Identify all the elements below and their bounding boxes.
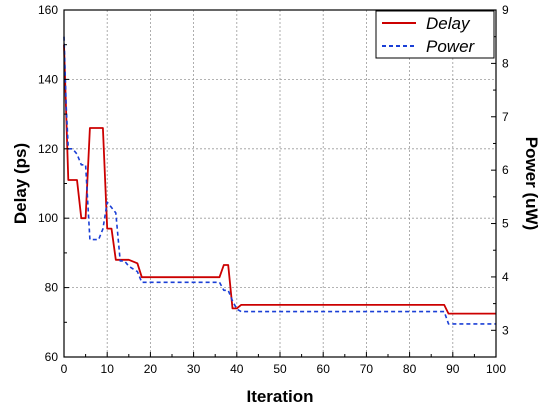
y-tick-label: 120 <box>38 142 58 156</box>
x-tick-label: 80 <box>403 362 417 376</box>
x-tick-label: 0 <box>61 362 68 376</box>
legend-box <box>375 10 495 59</box>
legend-label-delay: Delay <box>426 14 471 33</box>
y-tick-label: 60 <box>45 350 59 364</box>
series-layer <box>63 36 496 325</box>
y2-tick-label: 8 <box>502 56 509 70</box>
y2-tick-label: 9 <box>502 3 509 17</box>
y-axis-right-title: Power (uW) <box>522 137 541 231</box>
x-tick-label: 10 <box>101 362 115 376</box>
y-tick-label: 100 <box>38 211 58 225</box>
legend: Delay Power <box>375 10 495 59</box>
x-tick-label: 30 <box>187 362 201 376</box>
y2-tick-label: 4 <box>502 270 509 284</box>
x-tick-label: 20 <box>144 362 158 376</box>
y-axis-left-title: Delay (ps) <box>11 143 30 224</box>
ticks-layer: 0 10 20 30 40 50 60 70 80 90 100 60 80 100 120 140 160 3 4… <box>38 3 509 376</box>
y-tick-label: 140 <box>38 72 58 86</box>
x-tick-label: 70 <box>360 362 374 376</box>
y2-tick-label: 7 <box>502 110 509 124</box>
y-tick-label: 80 <box>45 281 59 295</box>
y2-tick-label: 5 <box>502 217 509 231</box>
x-tick-label: 90 <box>446 362 460 376</box>
grid <box>64 10 496 357</box>
x-tick-label: 60 <box>317 362 331 376</box>
legend-label-power: Power <box>426 37 476 56</box>
y-tick-label: 160 <box>38 3 58 17</box>
series-line-power <box>63 36 496 325</box>
x-tick-label: 40 <box>230 362 244 376</box>
y2-tick-label: 3 <box>502 323 509 337</box>
y2-tick-label: 6 <box>502 163 509 177</box>
x-tick-label: 50 <box>273 362 287 376</box>
x-axis-title: Iteration <box>246 387 313 406</box>
x-tick-label: 100 <box>486 362 506 376</box>
